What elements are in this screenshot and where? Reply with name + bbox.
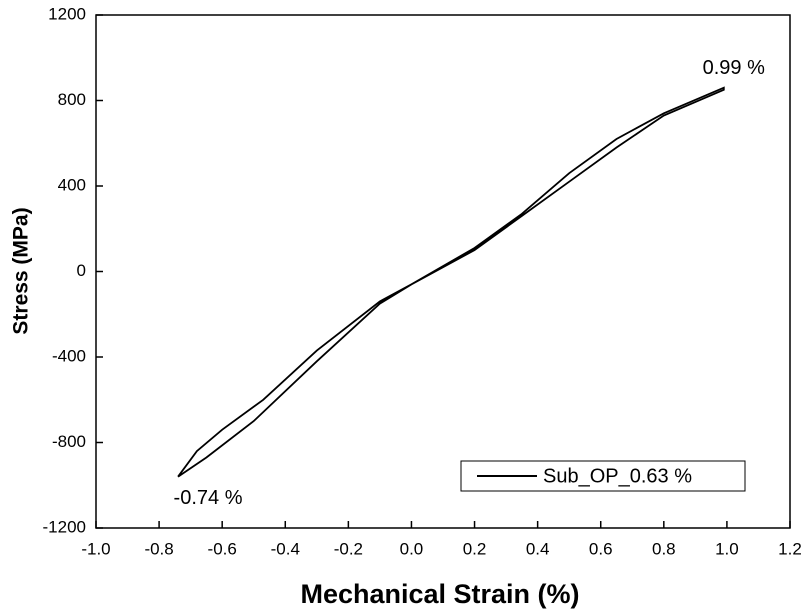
- x-tick-label: 1.0: [715, 539, 739, 558]
- annotation: -0.74 %: [174, 487, 243, 509]
- plot-frame: [95, 14, 791, 529]
- y-tick-label: -800: [52, 432, 86, 451]
- y-tick-label: -400: [52, 346, 86, 365]
- x-tick-label: 0.0: [400, 539, 424, 558]
- x-tick-label: -0.8: [144, 539, 173, 558]
- legend-label: Sub_OP_0.63 %: [543, 465, 692, 487]
- y-tick-label: 0: [77, 261, 86, 280]
- annotation: 0.99 %: [703, 57, 765, 79]
- x-tick-label: 0.2: [463, 539, 487, 558]
- y-tick-label: 1200: [48, 4, 86, 23]
- x-tick-label: -0.4: [271, 539, 300, 558]
- y-axis-title: Stress (MPa): [10, 207, 33, 334]
- x-tick-label: -0.6: [208, 539, 237, 558]
- x-tick-label: -1.0: [81, 539, 110, 558]
- x-tick-label: -0.2: [334, 539, 363, 558]
- x-tick-label: 0.4: [526, 539, 550, 558]
- x-tick-label: 1.2: [778, 539, 802, 558]
- y-tick-label: 400: [58, 175, 86, 194]
- series-line: [177, 86, 725, 478]
- x-axis-title: Mechanical Strain (%): [300, 579, 579, 609]
- y-tick-label: 800: [58, 90, 86, 109]
- x-tick-label: 0.6: [589, 539, 613, 558]
- x-tick-label: 0.8: [652, 539, 676, 558]
- y-tick-label: -1200: [43, 517, 86, 536]
